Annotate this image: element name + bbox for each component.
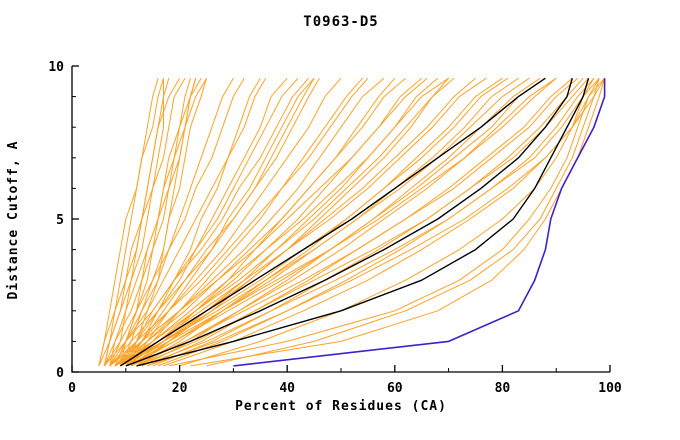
ensemble-model-curve (141, 77, 600, 367)
ensemble-model-curve (125, 78, 197, 367)
ensemble-model-curve (136, 77, 589, 367)
ensemble-model-curve (168, 77, 600, 367)
y-axis-label: Distance Cutoff, A (6, 141, 21, 300)
ensemble-model-curve (147, 77, 606, 367)
ensemble-model-curve (206, 78, 600, 367)
ensemble-model-curve (114, 77, 234, 367)
curves-layer (98, 77, 606, 367)
ensemble-model-curve (125, 77, 476, 367)
ensemble-model-curve (179, 77, 595, 367)
ensemble-model-curve (125, 77, 546, 367)
ensemble-model-curve (114, 77, 530, 367)
ensemble-model-curve (125, 77, 423, 367)
ensemble-model-curve (109, 77, 320, 367)
x-tick-label: 0 (68, 381, 76, 396)
ensemble-model-curve (125, 77, 261, 367)
ensemble-model-curve (114, 77, 406, 367)
ensemble-model-curve (103, 77, 245, 367)
ensemble-model-curve (109, 77, 369, 367)
ensemble-model-curve (163, 77, 605, 367)
ensemble-model-curve (114, 77, 342, 367)
reference-model-curve (120, 77, 546, 367)
ensemble-model-curve (120, 77, 449, 367)
y-tick-label: 10 (48, 60, 64, 75)
ensemble-model-curve (109, 77, 428, 367)
ensemble-model-curve (114, 77, 487, 367)
x-tick-label: 100 (598, 381, 622, 396)
ensemble-model-curve (98, 78, 164, 367)
x-tick-label: 40 (279, 381, 295, 396)
reference-model-curve (125, 78, 573, 367)
ensemble-model-curve (120, 77, 385, 367)
highlighted-model-curve (233, 78, 606, 367)
ensemble-model-curve (103, 78, 164, 367)
x-tick-label: 60 (387, 381, 403, 396)
ensemble-model-curve (103, 78, 159, 367)
ensemble-model-curve (130, 77, 579, 367)
ensemble-model-curve (130, 77, 449, 367)
ensemble-model-curve (125, 77, 363, 367)
axes-layer: 0 20 40 60 80 100 0 5 10 (48, 60, 622, 396)
x-axis-label: Percent of Residues (CA) (235, 399, 447, 414)
ensemble-model-curve (119, 77, 207, 367)
ensemble-model-curve (136, 77, 439, 367)
x-tick-label: 20 (172, 381, 188, 396)
y-tick-label: 5 (56, 213, 64, 228)
y-tick-label: 0 (56, 366, 64, 381)
ensemble-model-curve (114, 77, 299, 367)
ensemble-model-curve (114, 77, 455, 367)
x-tick-label: 80 (495, 381, 511, 396)
reference-model-curve (136, 78, 590, 367)
ensemble-model-curve (119, 77, 288, 367)
ensemble-model-curve (120, 77, 509, 367)
ensemble-model-curve (120, 77, 557, 367)
ensemble-model-curve (109, 78, 170, 367)
chart-title: T0963-D5 (303, 14, 378, 30)
ensemble-model-curve (130, 77, 315, 367)
ensemble-model-curve (136, 77, 557, 367)
ensemble-model-curve (190, 78, 606, 367)
ensemble-model-curve (109, 77, 267, 367)
